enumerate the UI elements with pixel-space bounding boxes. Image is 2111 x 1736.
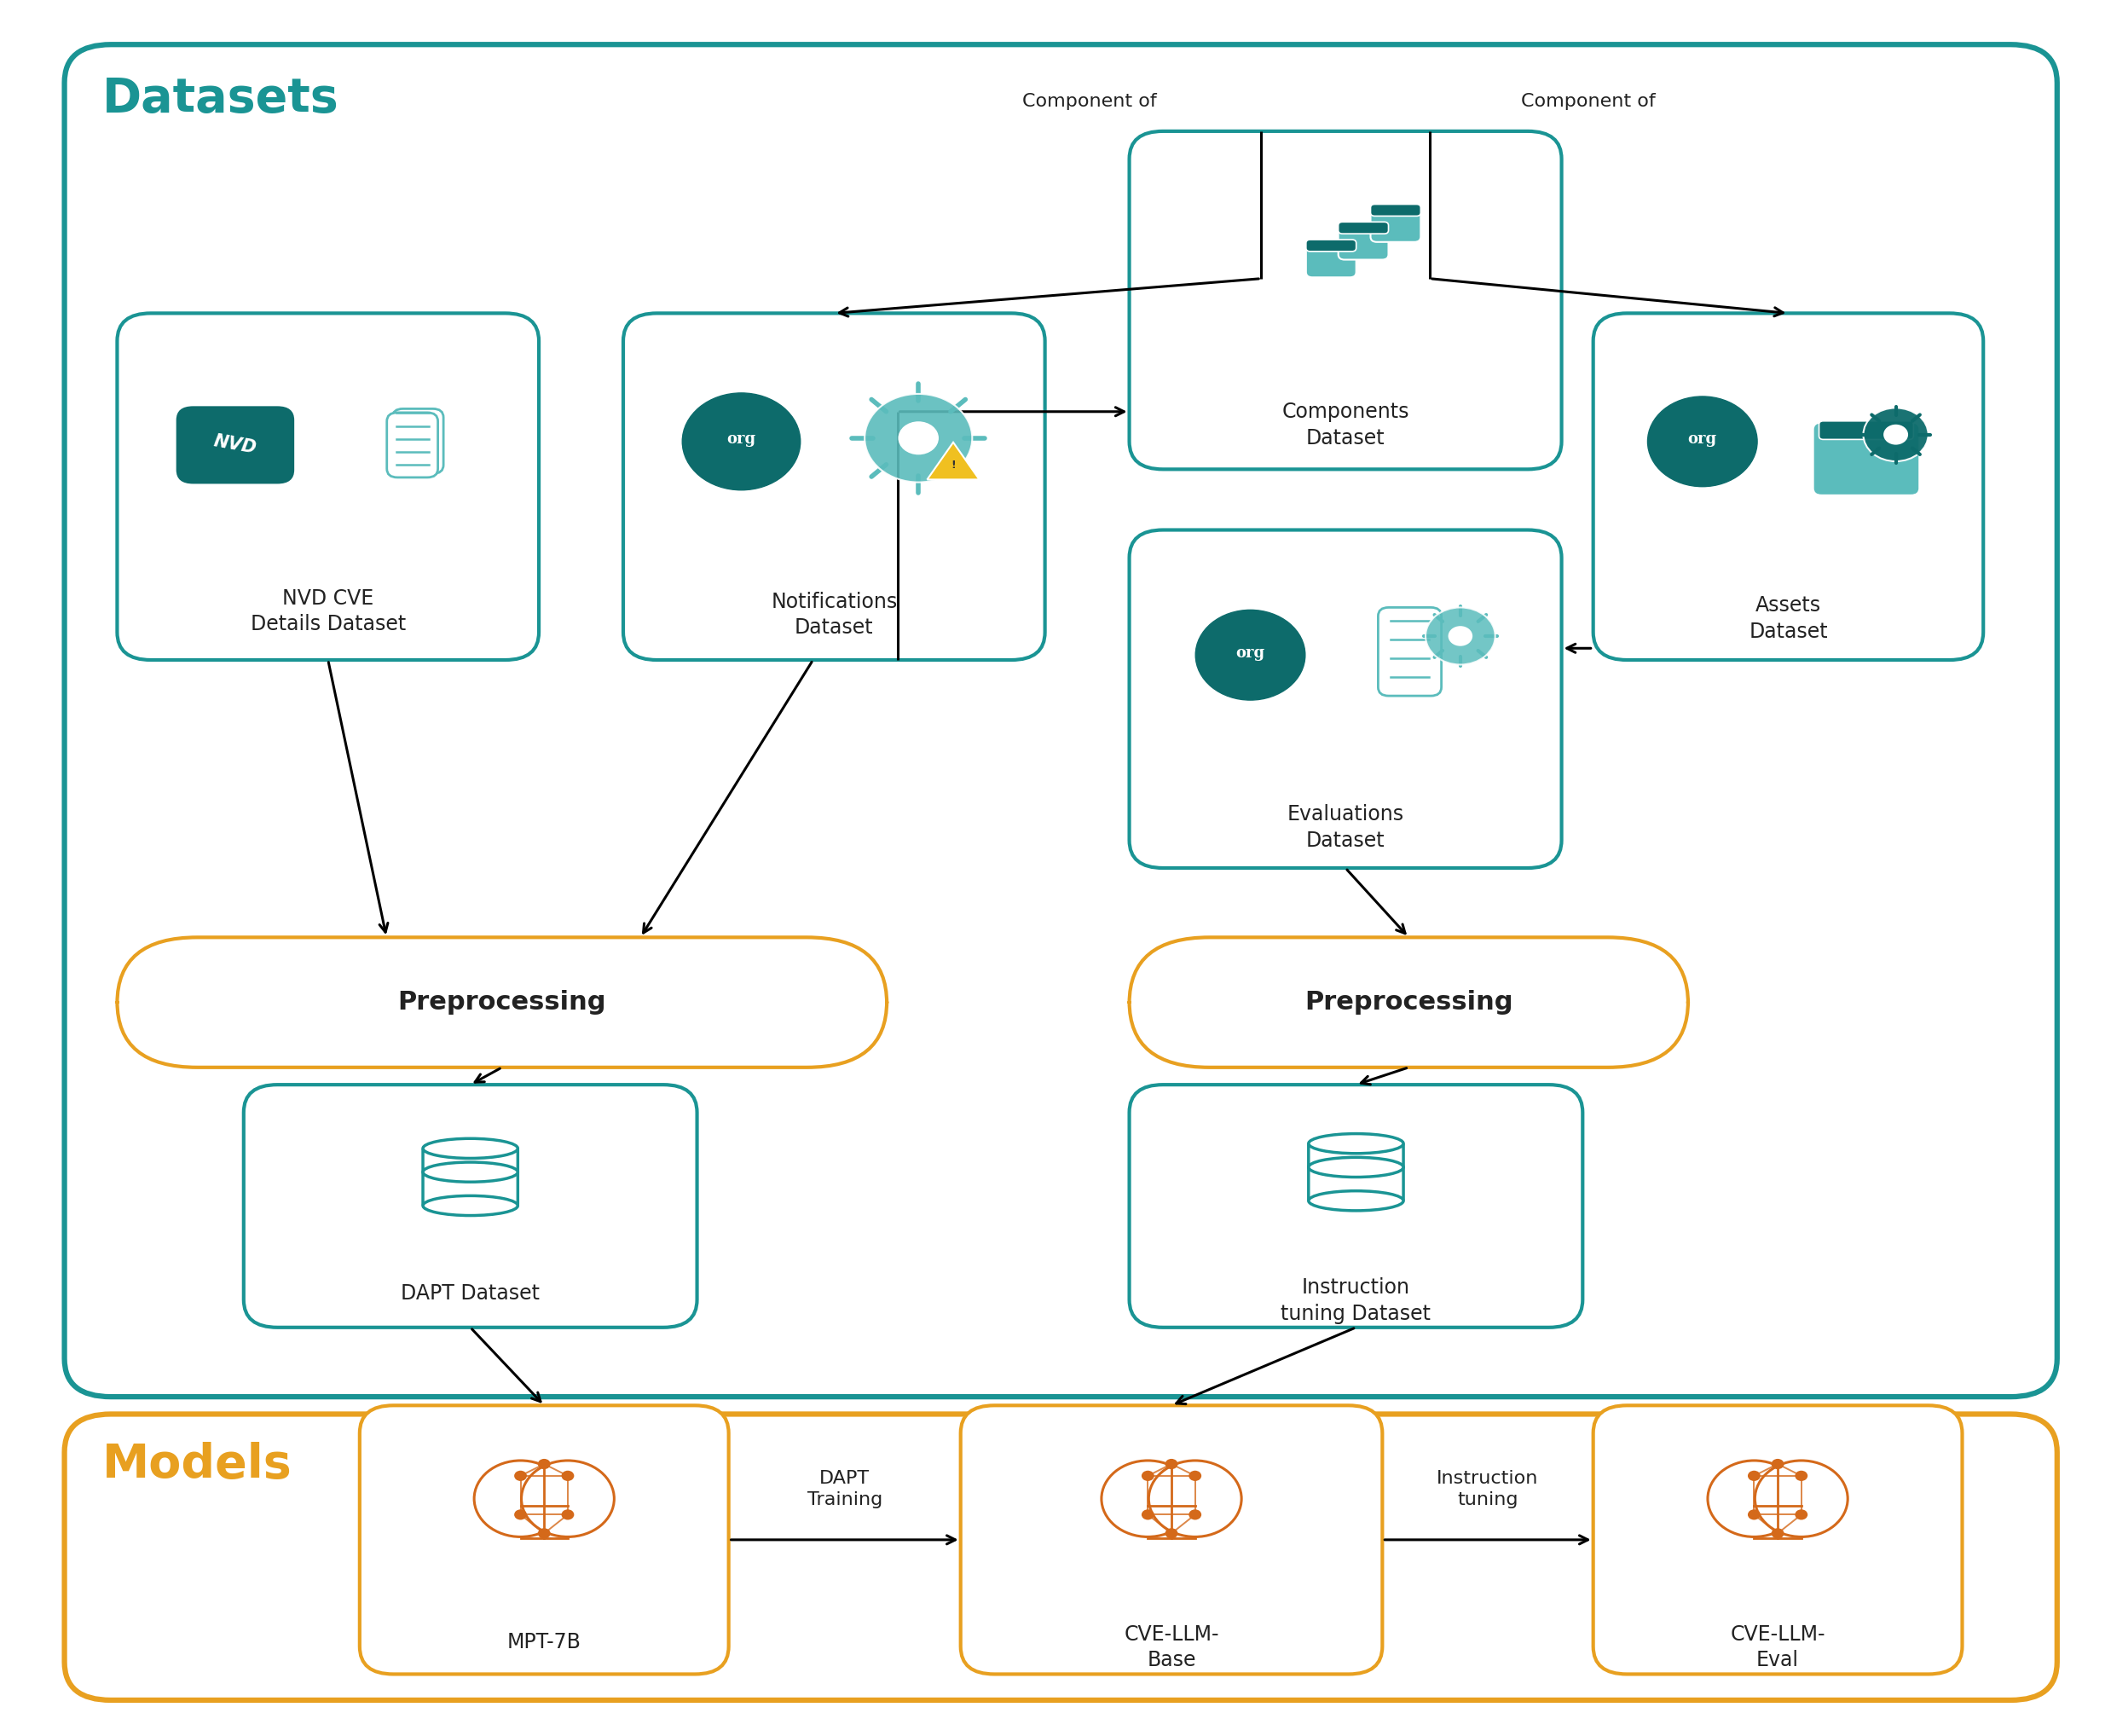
Ellipse shape: [422, 1139, 517, 1158]
Text: Components
Dataset: Components Dataset: [1281, 403, 1410, 448]
Text: Datasets: Datasets: [103, 76, 340, 122]
FancyBboxPatch shape: [386, 413, 437, 477]
Text: !: !: [950, 460, 956, 470]
Circle shape: [1864, 408, 1927, 462]
FancyBboxPatch shape: [116, 312, 538, 660]
Circle shape: [1148, 1460, 1241, 1536]
Circle shape: [866, 394, 973, 483]
Circle shape: [515, 1470, 528, 1481]
FancyBboxPatch shape: [65, 45, 2056, 1397]
FancyBboxPatch shape: [1129, 529, 1562, 868]
Circle shape: [1883, 424, 1908, 444]
Circle shape: [1647, 396, 1756, 486]
Text: CVE-LLM-
Eval: CVE-LLM- Eval: [1731, 1623, 1826, 1670]
Text: NVD: NVD: [213, 432, 258, 457]
Circle shape: [1794, 1509, 1807, 1519]
FancyBboxPatch shape: [65, 1415, 2056, 1700]
Circle shape: [1748, 1470, 1761, 1481]
FancyBboxPatch shape: [1129, 937, 1689, 1068]
FancyBboxPatch shape: [623, 312, 1045, 660]
Circle shape: [1102, 1460, 1195, 1536]
Circle shape: [1708, 1460, 1801, 1536]
Ellipse shape: [1309, 1134, 1404, 1153]
Text: CVE-LLM-
Base: CVE-LLM- Base: [1123, 1623, 1218, 1670]
FancyBboxPatch shape: [393, 408, 443, 474]
Circle shape: [562, 1470, 574, 1481]
FancyBboxPatch shape: [359, 1406, 728, 1674]
FancyBboxPatch shape: [422, 1149, 517, 1205]
FancyBboxPatch shape: [1820, 422, 1913, 439]
Circle shape: [515, 1509, 528, 1519]
Circle shape: [1771, 1458, 1784, 1469]
FancyBboxPatch shape: [961, 1406, 1383, 1674]
Text: org: org: [1235, 646, 1264, 660]
Text: MPT-7B: MPT-7B: [507, 1632, 581, 1653]
FancyBboxPatch shape: [175, 406, 293, 484]
Circle shape: [1142, 1470, 1155, 1481]
Circle shape: [1771, 1528, 1784, 1538]
Text: Component of: Component of: [1022, 94, 1157, 111]
Circle shape: [538, 1458, 551, 1469]
Text: Notifications
Dataset: Notifications Dataset: [771, 592, 897, 639]
FancyBboxPatch shape: [116, 937, 887, 1068]
Ellipse shape: [422, 1196, 517, 1215]
Circle shape: [1754, 1460, 1847, 1536]
FancyBboxPatch shape: [1307, 240, 1355, 252]
Circle shape: [1425, 608, 1495, 665]
Circle shape: [475, 1460, 568, 1536]
Ellipse shape: [1309, 1191, 1404, 1210]
Text: Instruction
tuning: Instruction tuning: [1438, 1470, 1539, 1509]
FancyBboxPatch shape: [1338, 222, 1389, 234]
Text: NVD CVE
Details Dataset: NVD CVE Details Dataset: [251, 589, 405, 635]
Ellipse shape: [422, 1161, 517, 1182]
FancyBboxPatch shape: [1129, 1085, 1583, 1328]
Circle shape: [1165, 1528, 1178, 1538]
Text: DAPT Dataset: DAPT Dataset: [401, 1283, 540, 1304]
Circle shape: [538, 1528, 551, 1538]
FancyBboxPatch shape: [1594, 1406, 1963, 1674]
FancyBboxPatch shape: [243, 1085, 697, 1328]
Circle shape: [897, 422, 939, 455]
FancyBboxPatch shape: [1378, 608, 1442, 696]
Circle shape: [1794, 1470, 1807, 1481]
FancyBboxPatch shape: [1129, 132, 1562, 469]
Circle shape: [682, 392, 800, 490]
FancyBboxPatch shape: [1309, 1144, 1404, 1201]
Text: org: org: [726, 432, 756, 446]
Text: Models: Models: [103, 1443, 291, 1488]
FancyBboxPatch shape: [1370, 210, 1421, 241]
Text: Assets
Dataset: Assets Dataset: [1748, 595, 1828, 642]
Text: org: org: [1689, 432, 1716, 446]
Circle shape: [1142, 1509, 1155, 1519]
Circle shape: [521, 1460, 614, 1536]
Polygon shape: [927, 443, 980, 479]
Circle shape: [1165, 1458, 1178, 1469]
Text: Instruction
tuning Dataset: Instruction tuning Dataset: [1281, 1278, 1431, 1325]
FancyBboxPatch shape: [1813, 422, 1919, 495]
Text: Evaluations
Dataset: Evaluations Dataset: [1288, 804, 1404, 851]
FancyBboxPatch shape: [1594, 312, 1984, 660]
Text: Component of: Component of: [1520, 94, 1655, 111]
Circle shape: [1188, 1470, 1201, 1481]
Circle shape: [1448, 627, 1473, 646]
Circle shape: [1188, 1509, 1201, 1519]
Text: DAPT
Training: DAPT Training: [806, 1470, 882, 1509]
Text: Preprocessing: Preprocessing: [397, 990, 606, 1016]
Circle shape: [1195, 609, 1305, 700]
FancyBboxPatch shape: [1338, 227, 1389, 260]
FancyBboxPatch shape: [1307, 245, 1355, 278]
Circle shape: [1748, 1509, 1761, 1519]
FancyBboxPatch shape: [1370, 205, 1421, 215]
Circle shape: [562, 1509, 574, 1519]
Text: Preprocessing: Preprocessing: [1305, 990, 1514, 1016]
Ellipse shape: [1309, 1158, 1404, 1177]
